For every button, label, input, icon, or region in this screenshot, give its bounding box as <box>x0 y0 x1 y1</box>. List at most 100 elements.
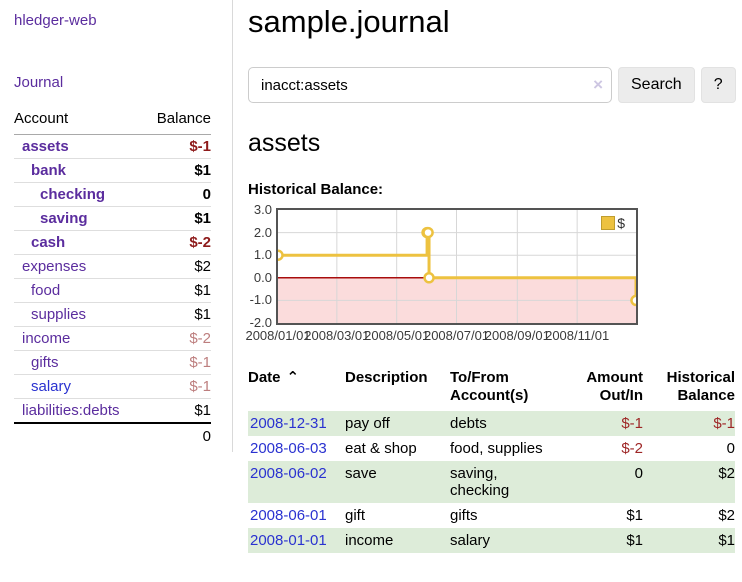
account-row: income $-2 <box>14 326 211 351</box>
account-balance: $1 <box>144 398 211 424</box>
chart-plot-area[interactable]: $ <box>276 208 638 325</box>
account-link[interactable]: supplies <box>31 306 87 323</box>
transaction-amount: $-1 <box>621 415 643 432</box>
register-table: Date ⌃ Description To/From Account(s) Amount O… <box>248 369 735 553</box>
transaction-balance: $2 <box>718 465 735 482</box>
transaction-description: eat & shop <box>345 440 417 457</box>
x-axis-tick-label: 2008/07/01 <box>423 328 490 343</box>
accounts-table: Account Balance assets $-1 bank $1 checking 0… <box>14 110 211 449</box>
accounts-total-row: 0 <box>14 422 211 449</box>
account-link[interactable]: income <box>22 330 71 347</box>
account-row: food $1 <box>14 278 211 303</box>
account-row: liabilities:debts $1 <box>14 398 211 424</box>
transaction-balance: $1 <box>718 532 735 549</box>
account-row: assets $-1 <box>14 134 211 159</box>
register-header-row: Date ⌃ Description To/From Account(s) Amount O… <box>248 369 735 411</box>
legend-swatch-icon <box>601 216 616 230</box>
account-link[interactable]: assets <box>22 138 69 155</box>
search-form: × Search ? <box>248 67 742 103</box>
account-link[interactable]: bank <box>31 162 67 179</box>
clear-search-icon[interactable]: × <box>593 75 603 94</box>
transaction-description: gift <box>345 507 366 524</box>
transaction-date-link[interactable]: 2008-01-01 <box>250 532 327 549</box>
account-link[interactable]: checking <box>40 186 106 203</box>
transaction-balance: 0 <box>726 440 735 457</box>
transaction-amount: $-2 <box>621 440 643 457</box>
x-axis-tick-label: 2008/05/01 <box>364 328 430 343</box>
account-row: saving $1 <box>14 206 211 231</box>
x-axis-tick-label: 2008/03/01 <box>304 328 370 343</box>
account-balance: $-2 <box>144 326 211 351</box>
transaction-description: pay off <box>345 415 390 432</box>
column-header-description: Description <box>345 369 428 386</box>
account-balance: $-1 <box>144 134 211 159</box>
account-balance: $2 <box>144 254 211 279</box>
account-row: gifts $-1 <box>14 350 211 375</box>
y-axis-tick-label: 3.0 <box>253 202 272 217</box>
chart-title-label: Historical Balance: <box>248 181 384 198</box>
y-axis-tick-label: -2.0 <box>249 315 272 330</box>
account-link[interactable]: food <box>31 282 61 299</box>
chart-legend: $ <box>601 215 625 231</box>
accounts-header-account: Account <box>14 110 145 135</box>
account-link[interactable]: salary <box>31 378 72 395</box>
transaction-accounts: debts <box>450 415 487 432</box>
column-header-balance: Historical Balance <box>666 369 735 404</box>
transaction-date-link[interactable]: 2008-12-31 <box>250 415 327 432</box>
account-link[interactable]: liabilities:debts <box>22 402 120 419</box>
transaction-row: 2008-06-02 save saving, checking 0 $2 <box>248 461 735 503</box>
x-axis-tick-label: 2008/01/01 <box>245 328 311 343</box>
transaction-amount: $1 <box>626 532 643 549</box>
y-axis-tick-label: 2.0 <box>253 224 272 240</box>
sidebar: hledger-web Journal Account Balance asse… <box>0 0 233 452</box>
search-input[interactable] <box>248 67 612 103</box>
account-balance: $-1 <box>144 350 211 375</box>
account-row: salary $-1 <box>14 374 211 399</box>
account-link[interactable]: gifts <box>31 354 59 371</box>
account-link[interactable]: cash <box>31 234 66 251</box>
legend-series-label: $ <box>617 215 625 231</box>
account-row: supplies $1 <box>14 302 211 327</box>
account-balance: $1 <box>144 278 211 303</box>
account-balance: $-2 <box>144 230 211 255</box>
main-content: sample.journal × Search ? assets Histori… <box>233 0 742 553</box>
app-window: hledger-web Journal Account Balance asse… <box>0 0 742 553</box>
account-row: bank $1 <box>14 158 211 183</box>
transaction-row: 2008-06-01 gift gifts $1 $2 <box>248 503 735 528</box>
y-axis-tick-label: 1.0 <box>253 247 272 263</box>
sort-ascending-icon: ⌃ <box>286 369 300 386</box>
brand-link[interactable]: hledger-web <box>14 12 97 29</box>
historical-balance-chart[interactable]: 3.0 2.0 1.0 0.0 -1.0 -2.0 $2008/01/01 2008/03/0… <box>245 202 718 348</box>
transaction-date-link[interactable]: 2008-06-02 <box>250 465 327 482</box>
account-balance: $1 <box>144 302 211 327</box>
account-row: expenses $2 <box>14 254 211 279</box>
sidebar-item-journal[interactable]: Journal <box>14 74 64 91</box>
transaction-date-link[interactable]: 2008-06-03 <box>250 440 327 457</box>
x-axis-tick-label: 2008/11/01 <box>545 328 610 343</box>
transaction-balance: $-1 <box>713 415 735 432</box>
search-button[interactable]: Search <box>618 67 695 103</box>
transaction-description: save <box>345 465 377 482</box>
account-link[interactable]: expenses <box>22 258 87 275</box>
transaction-row: 2008-12-31 pay off debts $-1 $-1 <box>248 411 735 436</box>
transaction-row: 2008-06-03 eat & shop food, supplies $-2 0 <box>248 436 735 461</box>
column-header-accounts: To/From Account(s) <box>450 369 529 404</box>
accounts-header-row: Account Balance <box>14 110 211 135</box>
transaction-row: 2008-01-01 income salary $1 $1 <box>248 528 735 553</box>
account-title: assets <box>248 129 321 157</box>
search-input-wrapper: × <box>248 67 612 103</box>
page-title: sample.journal <box>248 4 450 39</box>
help-button[interactable]: ? <box>700 67 736 103</box>
account-link[interactable]: saving <box>40 210 88 227</box>
transaction-description: income <box>345 532 394 549</box>
y-axis-tick-label: 0.0 <box>253 269 272 285</box>
transaction-accounts: gifts <box>450 507 478 524</box>
account-balance: 0 <box>144 182 211 207</box>
transaction-date-link[interactable]: 2008-06-01 <box>250 507 327 524</box>
y-axis-tick-label: -1.0 <box>249 292 272 308</box>
column-header-amount: Amount Out/In <box>586 369 643 404</box>
transaction-accounts: food, supplies <box>450 440 543 457</box>
transaction-accounts: saving, checking <box>450 465 510 499</box>
column-header-date[interactable]: Date ⌃ <box>248 369 300 386</box>
accounts-header-balance: Balance <box>144 110 211 135</box>
